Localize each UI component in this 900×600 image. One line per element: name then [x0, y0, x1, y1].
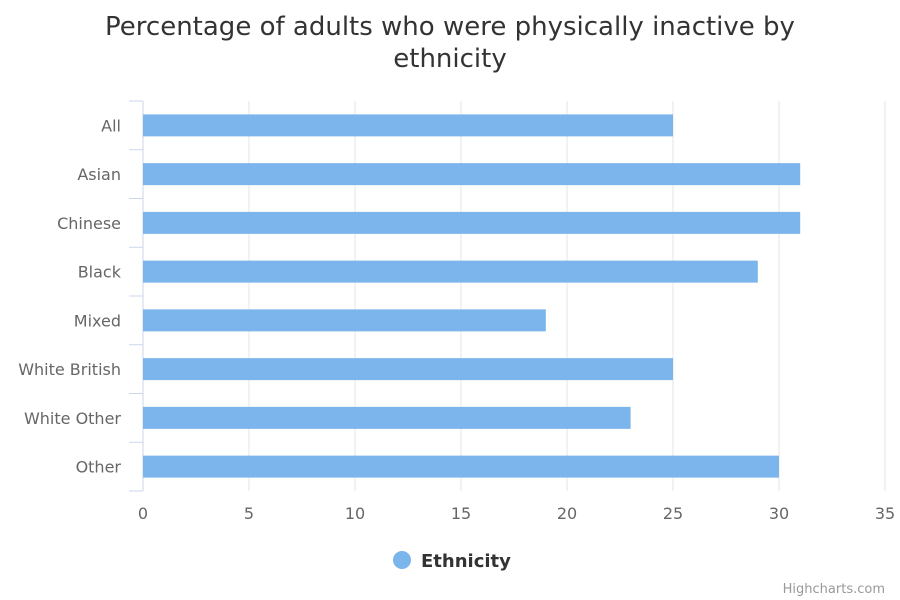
category-label: White British: [18, 360, 121, 379]
credits-link[interactable]: Highcharts.com: [783, 582, 885, 597]
chart-title-line-1: Percentage of adults who were physically…: [105, 12, 795, 42]
category-label: All: [101, 116, 121, 135]
x-tick-label: 10: [345, 504, 365, 523]
bar-asian: [143, 163, 801, 186]
bar-mixed: [143, 309, 546, 332]
value-axis-labels: 0 5 10 15 20 25 30 35: [138, 504, 895, 523]
x-tick-label: 25: [663, 504, 683, 523]
bar-white-british: [143, 358, 673, 381]
bar-all: [143, 114, 673, 137]
gridlines: [248, 101, 886, 491]
category-label: White Other: [24, 409, 121, 428]
chart-title-line-2: ethnicity: [393, 44, 506, 74]
x-tick-label: 5: [244, 504, 254, 523]
category-label: Mixed: [74, 311, 121, 330]
category-label: Other: [76, 458, 122, 477]
legend-marker[interactable]: [393, 551, 411, 569]
category-label: Asian: [77, 165, 121, 184]
bar-series: [143, 114, 801, 478]
category-label: Chinese: [57, 214, 121, 233]
x-tick-label: 30: [769, 504, 789, 523]
bar-white-other: [143, 406, 631, 429]
bar-chinese: [143, 211, 801, 234]
bar-black: [143, 260, 758, 283]
bar-other: [143, 455, 779, 478]
category-labels: All Asian Chinese Black Mixed White British Wh…: [18, 116, 122, 476]
x-tick-label: 0: [138, 504, 148, 523]
category-axis: [129, 100, 144, 492]
x-tick-label: 20: [557, 504, 577, 523]
x-tick-label: 15: [451, 504, 471, 523]
x-tick-label: 35: [875, 504, 895, 523]
legend[interactable]: Ethnicity: [393, 551, 511, 572]
legend-label[interactable]: Ethnicity: [421, 551, 511, 572]
category-label: Black: [78, 263, 122, 282]
